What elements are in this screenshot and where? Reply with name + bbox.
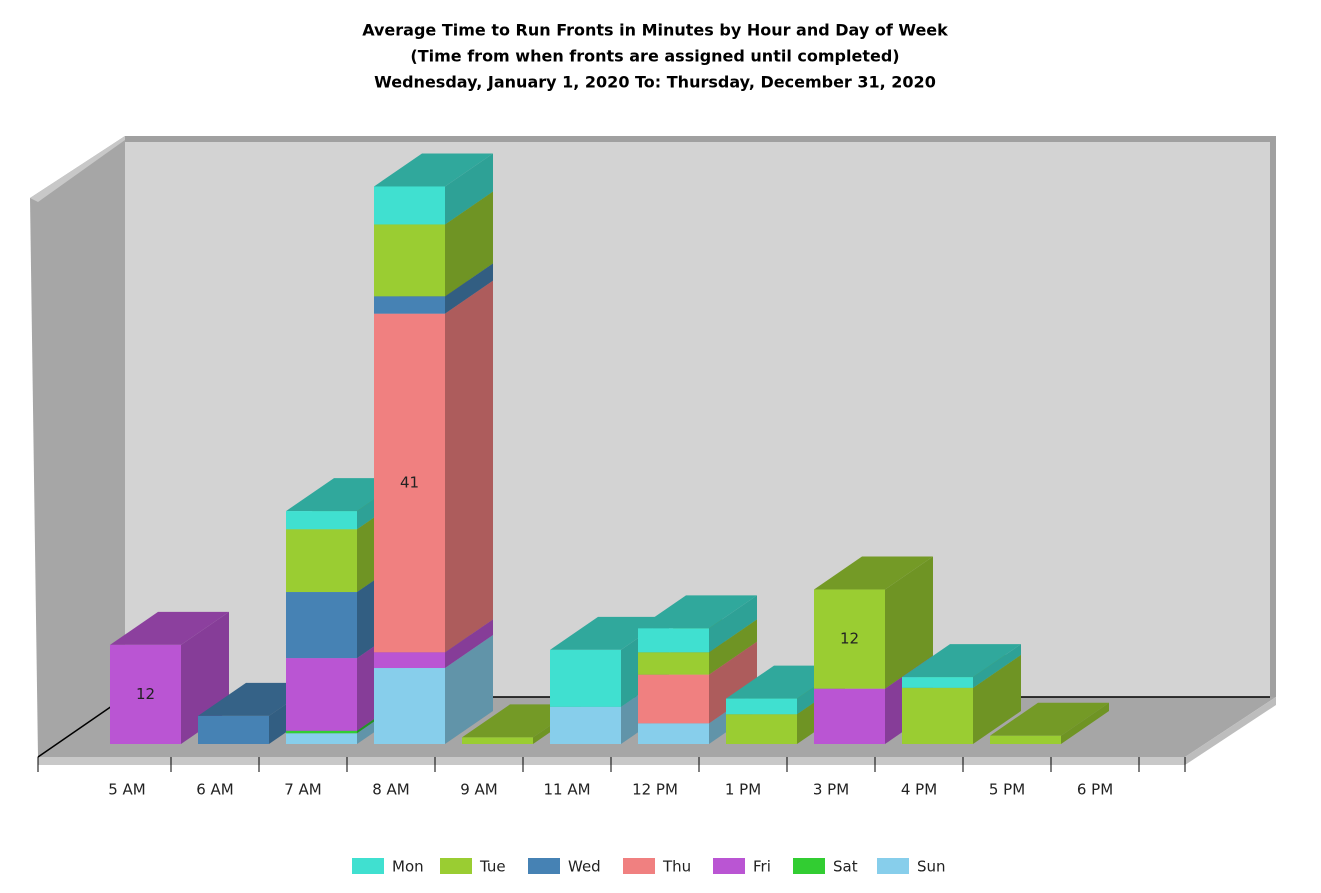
- bar-side: [973, 644, 1021, 688]
- x-tick-label: 5 AM: [108, 781, 146, 799]
- bar-side: [445, 635, 493, 744]
- legend-swatch: [877, 858, 909, 874]
- data-label: 41: [400, 473, 419, 491]
- bar: [374, 668, 445, 744]
- legend-label: Sat: [833, 858, 858, 876]
- bar: [550, 706, 621, 744]
- bar: [286, 592, 357, 659]
- chart-title: Average Time to Run Fronts in Minutes by…: [362, 21, 948, 40]
- bar-side: [445, 263, 493, 314]
- bar-top: [990, 702, 1109, 736]
- bar: [638, 628, 709, 653]
- bar-side: [445, 191, 493, 297]
- legend-label: Wed: [568, 858, 601, 876]
- legend-label: Thu: [662, 858, 691, 876]
- bar-side: [973, 654, 1021, 744]
- bar: [814, 589, 885, 689]
- x-tick-label: 1 PM: [725, 781, 761, 799]
- bar: [110, 644, 181, 744]
- bar-top: [110, 611, 229, 645]
- x-tick-label: 12 PM: [632, 781, 678, 799]
- bar-side: [709, 641, 757, 724]
- bar: [374, 313, 445, 653]
- legend-label: Sun: [917, 858, 946, 876]
- legend-swatch: [793, 858, 825, 874]
- legend-label: Tue: [479, 858, 506, 876]
- bar-side: [445, 280, 493, 653]
- bar: [286, 733, 357, 744]
- left-wall-edge: [30, 136, 125, 202]
- x-tick-label: 6 PM: [1077, 781, 1113, 799]
- bar: [638, 723, 709, 744]
- x-tick-label: 3 PM: [813, 781, 849, 799]
- data-label: 12: [136, 685, 155, 703]
- x-tick-label: 7 AM: [284, 781, 322, 799]
- x-tick-label: 6 AM: [196, 781, 234, 799]
- legend-label: Fri: [753, 858, 771, 876]
- x-tick-label: 9 AM: [460, 781, 498, 799]
- bar: [286, 529, 357, 593]
- bar-side: [445, 619, 493, 669]
- bar-top: [902, 644, 1021, 678]
- bar: [198, 715, 269, 744]
- bar: [902, 687, 973, 744]
- bar: [374, 186, 445, 225]
- bar-side: [1061, 702, 1109, 744]
- chart-subtitle: (Time from when fronts are assigned unti…: [410, 47, 899, 66]
- bar: [550, 649, 621, 707]
- bar-side: [445, 153, 493, 225]
- x-tick-label: 11 AM: [543, 781, 590, 799]
- legend-swatch: [352, 858, 384, 874]
- legend-swatch: [528, 858, 560, 874]
- bar: [286, 511, 357, 530]
- legend-swatch: [713, 858, 745, 874]
- bar: [638, 674, 709, 724]
- x-tick-label: 5 PM: [989, 781, 1025, 799]
- left-wall: [30, 136, 125, 757]
- legend-swatch: [440, 858, 472, 874]
- floor-side: [1185, 697, 1276, 765]
- bar: [374, 296, 445, 314]
- bar: [286, 730, 357, 734]
- data-label: 12: [840, 630, 859, 648]
- bar: [902, 677, 973, 688]
- x-tick-label: 8 AM: [372, 781, 410, 799]
- bar: [374, 224, 445, 297]
- legend-swatch: [623, 858, 655, 874]
- bar: [726, 714, 797, 744]
- bar-top: [550, 616, 669, 650]
- bar: [462, 737, 533, 744]
- bar-top: [638, 595, 757, 629]
- bar-side: [709, 595, 757, 653]
- bar: [814, 688, 885, 744]
- bar: [374, 652, 445, 669]
- bar: [726, 698, 797, 715]
- bar-side: [709, 619, 757, 675]
- bar-top: [814, 556, 933, 590]
- x-tick-label: 4 PM: [901, 781, 937, 799]
- bar-top: [374, 153, 493, 187]
- bar: [286, 658, 357, 731]
- bar: [990, 735, 1061, 744]
- chart-subtitle: Wednesday, January 1, 2020 To: Thursday,…: [374, 73, 936, 92]
- legend-label: Mon: [392, 858, 424, 876]
- bar: [638, 652, 709, 675]
- bar-side: [885, 556, 933, 689]
